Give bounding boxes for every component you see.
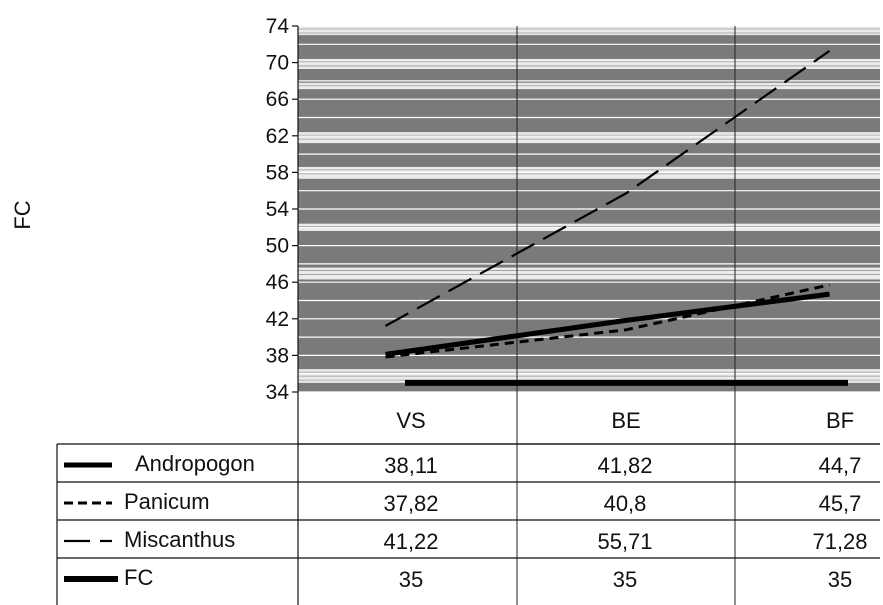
grid-band: [298, 58, 880, 70]
series-line-andropogon: [385, 291, 830, 357]
x-category-label: BE: [611, 408, 640, 433]
grid-band: [298, 223, 880, 231]
data-label: 71,28: [812, 529, 867, 554]
grid-band: [298, 132, 880, 144]
y-tick-label: 66: [266, 88, 289, 111]
data-label: 44,7: [819, 453, 862, 478]
y-tick-label: 58: [266, 161, 289, 184]
grid-band: [298, 267, 880, 280]
data-label: 41,82: [597, 453, 652, 478]
y-axis: 34 38 42 46 50 54 58 62 66 70 74: [266, 15, 299, 404]
plot-area: [298, 25, 880, 605]
x-category-label: VS: [396, 408, 425, 433]
legend-label: Miscanthus: [124, 527, 235, 552]
data-label: 35: [613, 567, 637, 592]
data-label: 38,11: [384, 453, 437, 478]
y-tick-label: 42: [266, 308, 289, 331]
legend-label: Panicum: [124, 489, 210, 514]
legend-label: Andropogon: [135, 451, 255, 476]
data-label: 41,22: [383, 529, 438, 554]
data-label: 55,71: [597, 529, 652, 554]
data-table: VS BE BF Andropogon 38,11 41,82 44,7 Panicum 37,…: [56, 392, 880, 605]
y-tick-label: 70: [266, 52, 289, 75]
y-axis-label: FC: [10, 200, 35, 229]
y-tick-label: 46: [266, 271, 289, 294]
grid-band: [298, 166, 880, 179]
series-line-miscanthus: [384, 49, 831, 327]
data-label: 37,82: [383, 491, 438, 516]
data-label: 35: [828, 567, 852, 592]
series-line-panicum: [385, 283, 830, 359]
y-tick-label: 50: [266, 235, 289, 258]
y-tick-label: 74: [266, 15, 290, 38]
x-category-label: BF: [826, 408, 854, 433]
legend-label: FC: [124, 565, 153, 590]
data-label: 35: [399, 567, 423, 592]
y-tick-label: 54: [266, 198, 290, 221]
y-tick-label: 62: [266, 125, 289, 148]
y-tick-label: 38: [266, 344, 289, 367]
series-layer: [384, 49, 848, 386]
grid-band: [298, 26, 880, 36]
y-tick-label: 34: [266, 381, 290, 404]
data-label: 40,8: [604, 491, 647, 516]
data-label: 45,7: [819, 491, 862, 516]
